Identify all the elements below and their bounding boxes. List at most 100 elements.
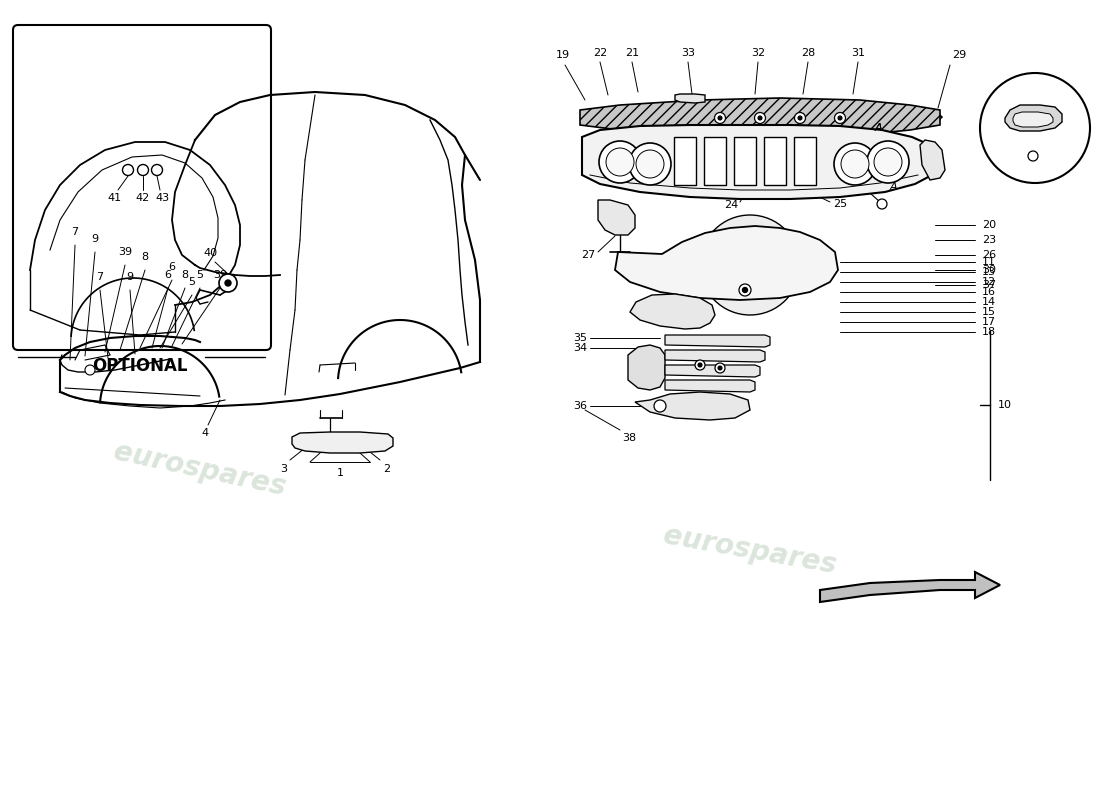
- Text: 32: 32: [751, 48, 766, 58]
- Text: 7: 7: [97, 272, 103, 282]
- Text: 6: 6: [168, 262, 176, 272]
- Text: 33: 33: [681, 48, 695, 58]
- Circle shape: [874, 148, 902, 176]
- Circle shape: [718, 116, 722, 120]
- Circle shape: [695, 360, 705, 370]
- Text: 18: 18: [982, 327, 997, 337]
- Circle shape: [718, 366, 722, 370]
- Polygon shape: [582, 125, 932, 199]
- Text: 37: 37: [982, 280, 997, 290]
- Text: 28: 28: [801, 48, 815, 58]
- Text: 27: 27: [581, 250, 595, 260]
- Text: 39: 39: [213, 270, 227, 280]
- Text: 3: 3: [280, 464, 287, 474]
- Text: 17: 17: [982, 317, 997, 327]
- FancyBboxPatch shape: [794, 137, 816, 185]
- Text: 21: 21: [625, 48, 639, 58]
- Circle shape: [85, 365, 95, 375]
- Polygon shape: [1013, 112, 1053, 127]
- Text: 12: 12: [982, 277, 997, 287]
- Text: 42: 42: [136, 193, 150, 203]
- Text: 4: 4: [201, 428, 209, 438]
- Text: 2: 2: [383, 464, 390, 474]
- Text: 14: 14: [982, 297, 997, 307]
- Text: 8: 8: [182, 270, 188, 280]
- Polygon shape: [598, 200, 635, 235]
- Text: 5: 5: [197, 270, 204, 280]
- Text: 9: 9: [126, 272, 133, 282]
- Circle shape: [122, 165, 133, 175]
- Text: 25: 25: [833, 199, 847, 209]
- Text: A: A: [889, 182, 896, 192]
- Circle shape: [698, 363, 702, 367]
- Polygon shape: [666, 335, 770, 347]
- Text: OPTIONAL: OPTIONAL: [92, 357, 188, 375]
- Circle shape: [152, 165, 163, 175]
- FancyBboxPatch shape: [734, 137, 756, 185]
- Circle shape: [980, 73, 1090, 183]
- Circle shape: [867, 141, 909, 183]
- Polygon shape: [1005, 105, 1062, 131]
- Text: 19: 19: [556, 50, 570, 60]
- Circle shape: [629, 143, 671, 185]
- Polygon shape: [666, 350, 764, 362]
- Text: 41: 41: [107, 193, 121, 203]
- Polygon shape: [628, 345, 666, 390]
- Circle shape: [877, 199, 887, 209]
- Text: 23: 23: [982, 235, 997, 245]
- Polygon shape: [615, 226, 838, 300]
- Circle shape: [755, 113, 766, 123]
- Circle shape: [1028, 151, 1038, 161]
- Text: 7: 7: [72, 227, 78, 237]
- Text: eurospares: eurospares: [111, 438, 288, 502]
- Polygon shape: [920, 140, 945, 180]
- FancyBboxPatch shape: [674, 137, 696, 185]
- Polygon shape: [666, 380, 755, 392]
- Text: A: A: [874, 123, 882, 133]
- Text: 26: 26: [982, 250, 997, 260]
- Text: 30: 30: [982, 265, 996, 275]
- Text: 6: 6: [165, 270, 172, 280]
- Circle shape: [834, 143, 876, 185]
- Text: 38: 38: [621, 433, 636, 443]
- Text: 31: 31: [851, 48, 865, 58]
- Circle shape: [794, 113, 805, 123]
- Circle shape: [835, 113, 846, 123]
- Text: 40: 40: [202, 248, 217, 258]
- FancyBboxPatch shape: [764, 137, 786, 185]
- Circle shape: [715, 113, 726, 123]
- Text: 1: 1: [337, 468, 343, 478]
- Circle shape: [742, 287, 748, 293]
- Circle shape: [600, 141, 641, 183]
- Text: 8: 8: [142, 252, 148, 262]
- Text: 20: 20: [982, 220, 997, 230]
- Polygon shape: [580, 98, 940, 137]
- Text: 43: 43: [156, 193, 170, 203]
- Circle shape: [636, 150, 664, 178]
- Circle shape: [700, 215, 800, 315]
- Polygon shape: [675, 94, 705, 103]
- Text: 11: 11: [982, 257, 996, 267]
- Circle shape: [715, 363, 725, 373]
- Text: 13: 13: [982, 267, 996, 277]
- Text: 9: 9: [91, 234, 99, 244]
- FancyBboxPatch shape: [13, 25, 271, 350]
- Text: A: A: [874, 123, 882, 133]
- Circle shape: [219, 274, 236, 292]
- Text: 22: 22: [593, 48, 607, 58]
- Text: eurospares: eurospares: [661, 521, 839, 579]
- Circle shape: [739, 284, 751, 296]
- Polygon shape: [635, 392, 750, 420]
- Text: 29: 29: [952, 50, 966, 60]
- Text: 34: 34: [573, 343, 587, 353]
- Polygon shape: [666, 365, 760, 377]
- Text: 39: 39: [118, 247, 132, 257]
- Text: 36: 36: [573, 401, 587, 411]
- Text: 15: 15: [982, 307, 996, 317]
- Circle shape: [798, 116, 802, 120]
- Text: 24: 24: [724, 200, 738, 210]
- Circle shape: [842, 150, 869, 178]
- Circle shape: [226, 280, 231, 286]
- Text: 35: 35: [573, 333, 587, 343]
- Polygon shape: [630, 294, 715, 329]
